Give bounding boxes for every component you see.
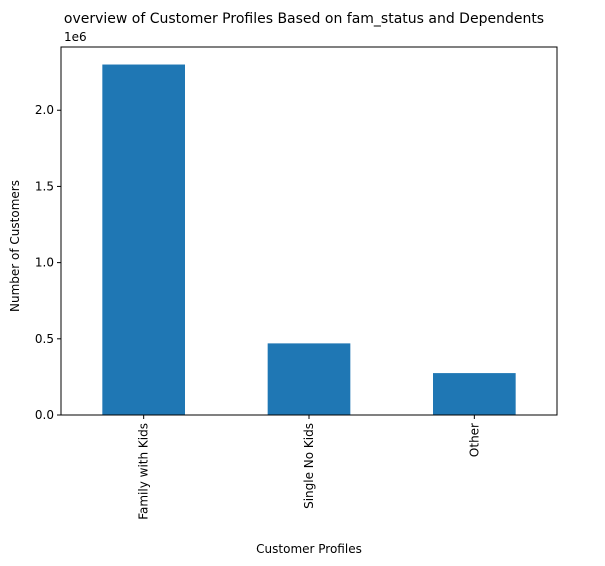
y-tick-label: 1.5 [35, 179, 54, 193]
bar-other [433, 373, 516, 415]
bar-single-no-kids [267, 343, 351, 415]
y-axis-ticks: 0.0 0.5 1.0 1.5 2.0 [35, 103, 61, 422]
y-tick-label: 2.0 [35, 103, 54, 117]
bar-family-with-kids [102, 64, 185, 416]
plot-area-frame [60, 46, 558, 416]
x-axis-label: Customer Profiles [256, 542, 362, 556]
x-tick-label: Single No Kids [302, 423, 316, 509]
y-axis-label: Number of Customers [8, 180, 22, 312]
chart-title: overview of Customer Profiles Based on f… [64, 11, 544, 27]
y-tick-label: 0.5 [35, 332, 54, 346]
y-offset-label: 1e6 [64, 30, 87, 44]
y-tick-label: 0.0 [35, 408, 54, 422]
x-tick-label: Family with Kids [137, 423, 151, 520]
bar-group [102, 64, 516, 416]
x-tick-label: Other [467, 423, 481, 457]
x-axis-ticks: Family with Kids Single No Kids Other [137, 415, 481, 520]
y-tick-label: 1.0 [35, 256, 54, 270]
